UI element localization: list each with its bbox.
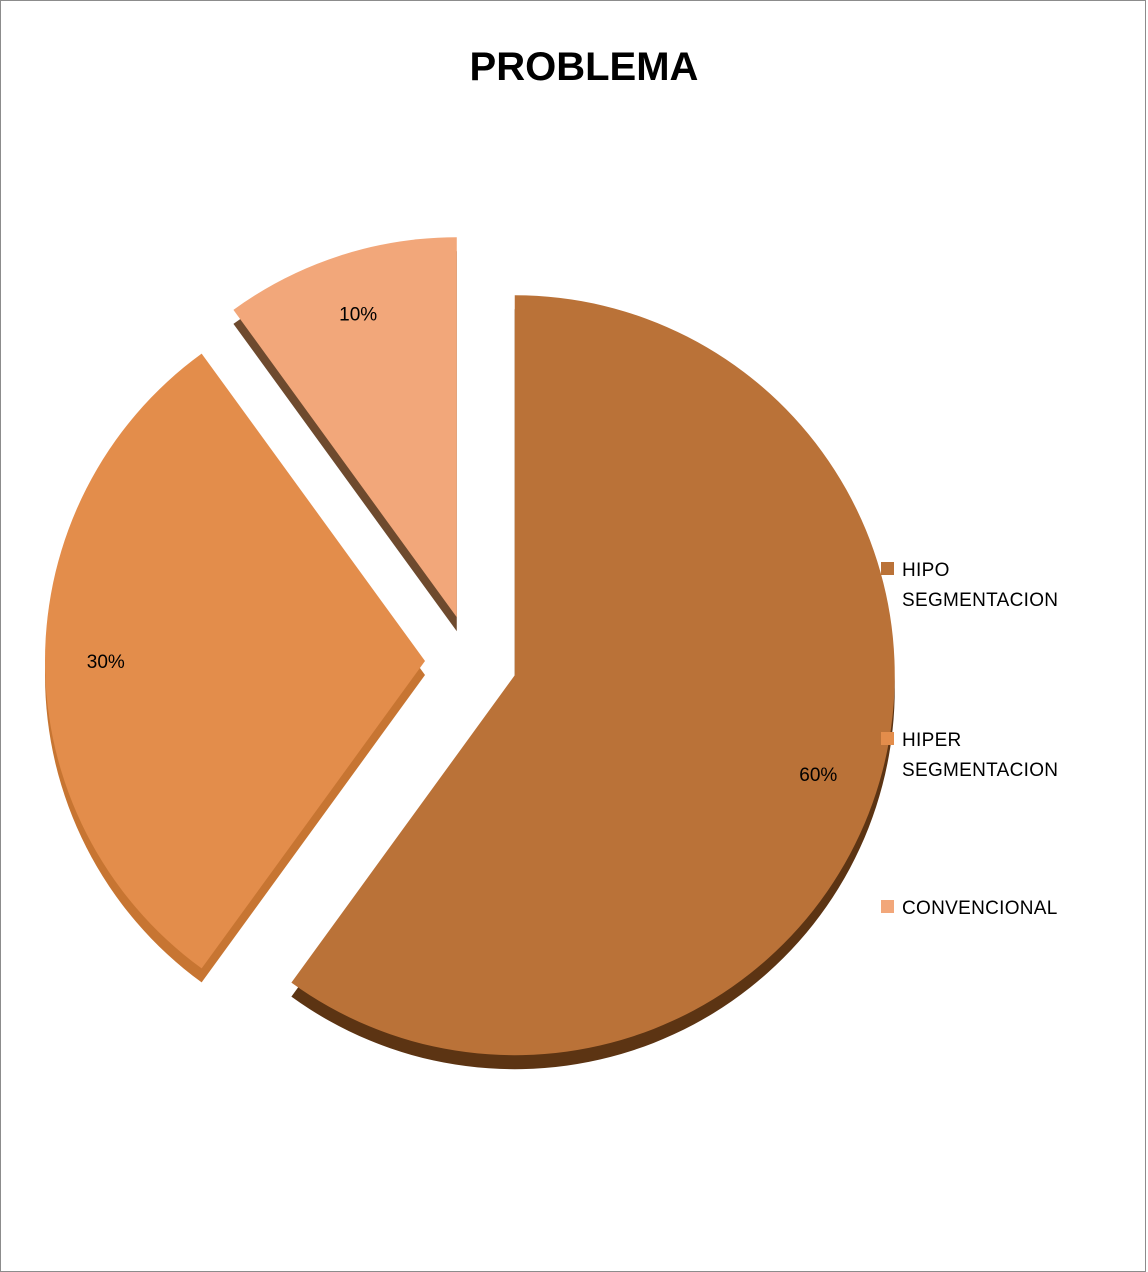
legend-label-convencional: CONVENCIONAL bbox=[902, 898, 1058, 919]
legend-swatch-hiper bbox=[881, 732, 894, 745]
data-label-hipo: 60% bbox=[799, 765, 837, 786]
pie-slice-hiper bbox=[44, 353, 425, 969]
chart-title: PROBLEMA bbox=[469, 45, 699, 89]
legend-label-hipo: HIPO SEGMENTACION bbox=[902, 560, 1059, 611]
legend-label-hiper: HIPER SEGMENTACION bbox=[902, 730, 1059, 781]
pie-slice-hipo bbox=[291, 295, 895, 1056]
legend-item-hipo: HIPO SEGMENTACION bbox=[881, 556, 1102, 616]
pie-tops bbox=[44, 237, 895, 1056]
pie-slice-convencional bbox=[233, 237, 457, 618]
legend-item-convencional: CONVENCIONAL bbox=[881, 894, 1102, 924]
data-label-convencional: 10% bbox=[339, 305, 377, 326]
legend-swatch-convencional bbox=[881, 900, 894, 913]
legend-swatch-hipo bbox=[881, 562, 894, 575]
legend-item-hiper: HIPER SEGMENTACION bbox=[881, 726, 1102, 786]
data-label-hiper: 30% bbox=[87, 652, 125, 673]
pie-labels: 60% 30% 10% bbox=[87, 305, 838, 786]
